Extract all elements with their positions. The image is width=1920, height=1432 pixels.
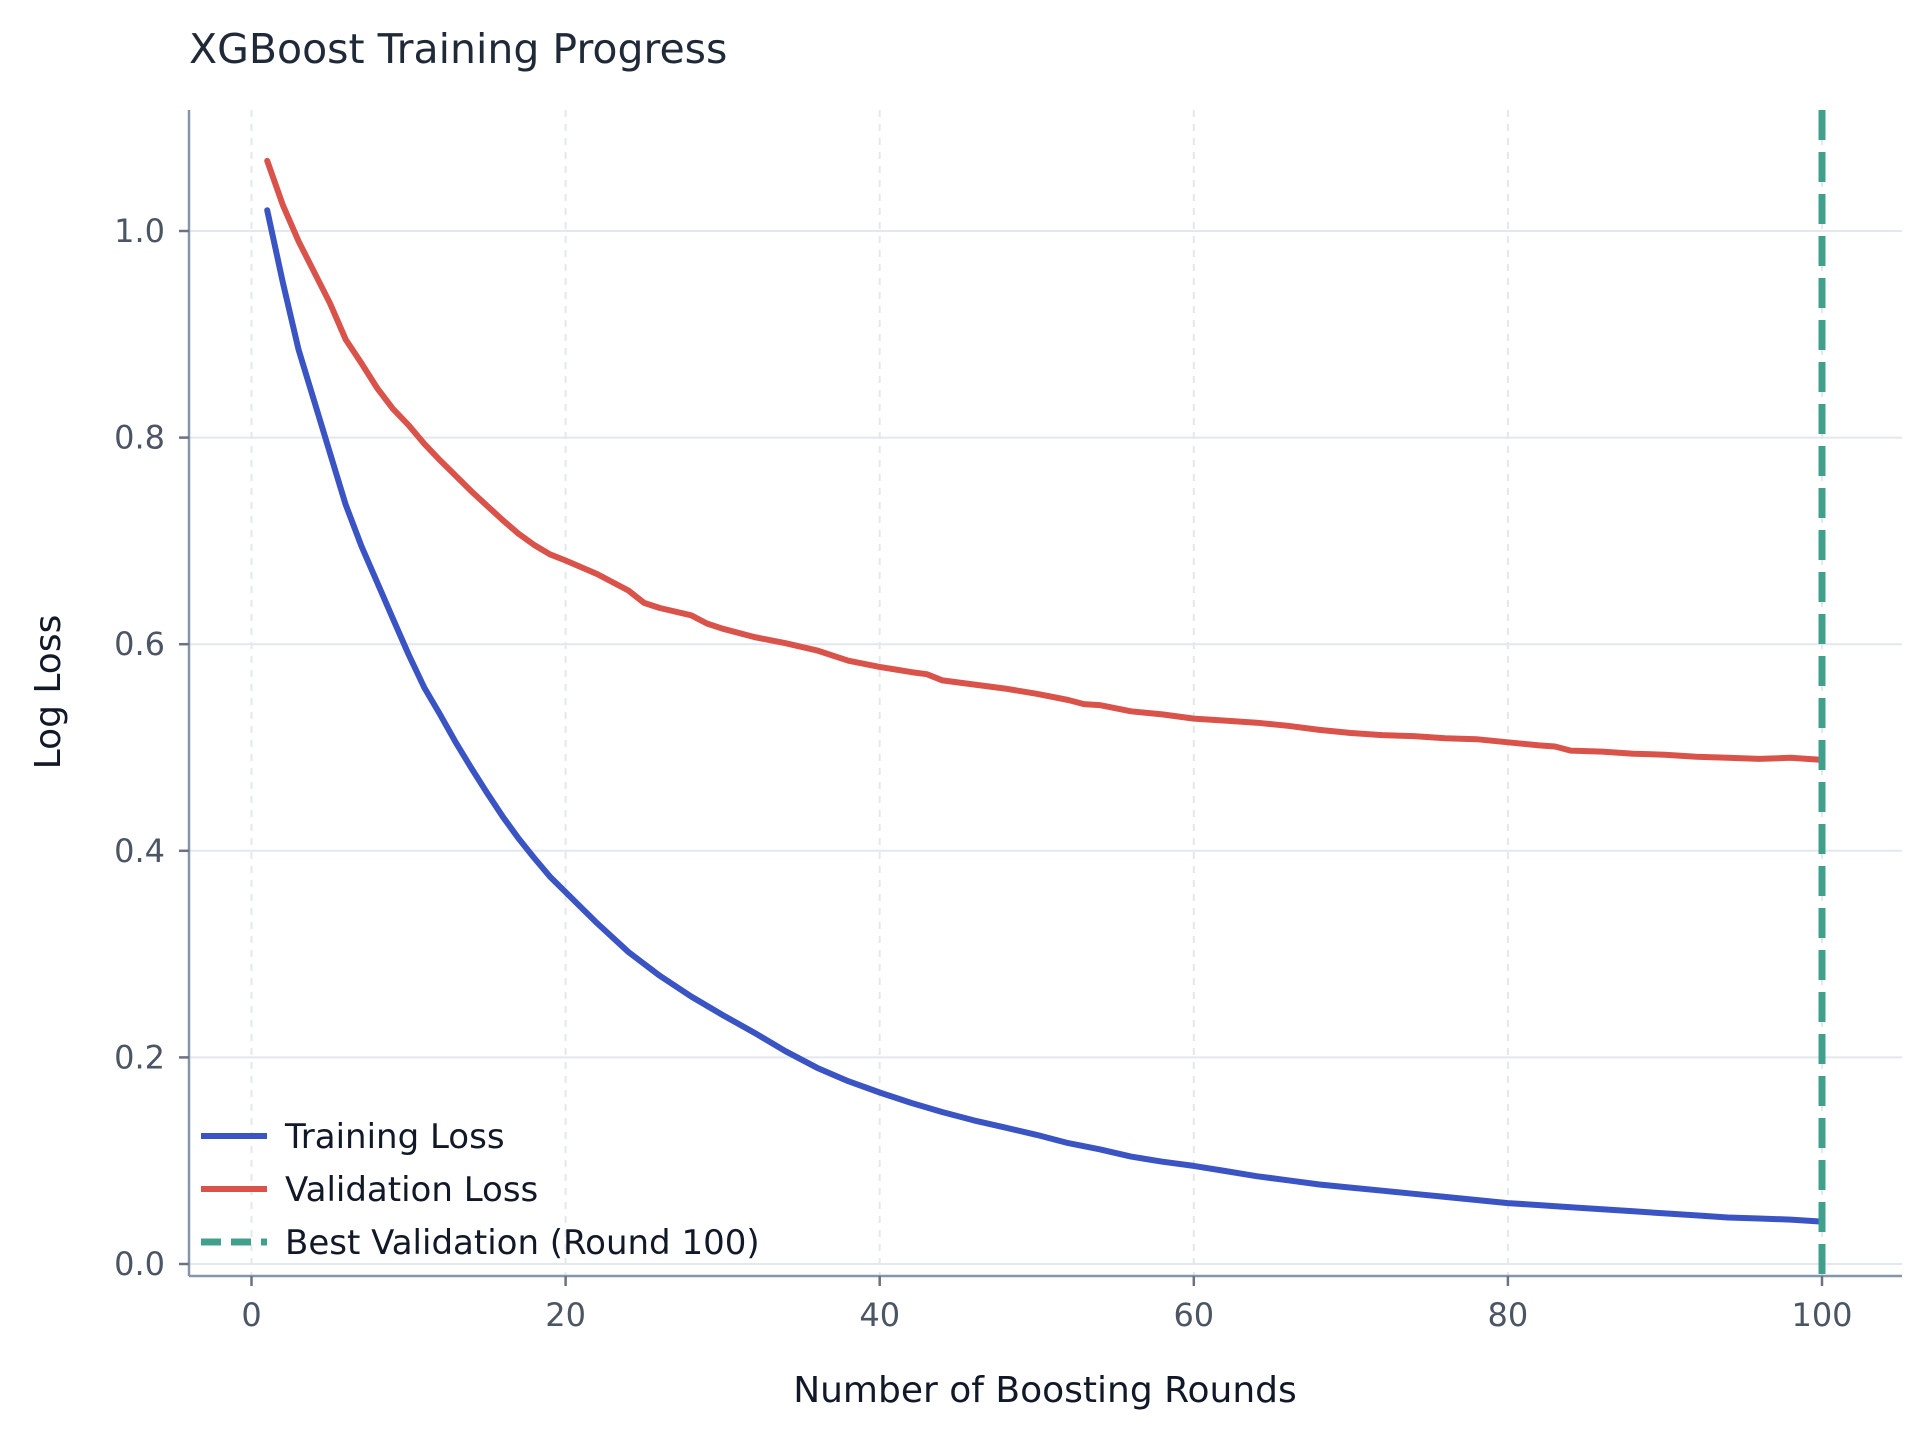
series-line-training-loss <box>264 207 1825 1225</box>
x-tick-label: 0 <box>241 1296 261 1334</box>
x-tick-label: 100 <box>1791 1296 1852 1334</box>
legend-label: Validation Loss <box>285 1170 538 1210</box>
x-tick-label: 20 <box>545 1296 586 1334</box>
series-lines <box>264 157 1825 1225</box>
y-tick-label: 0.4 <box>114 832 165 870</box>
y-tick-label: 0.2 <box>114 1038 165 1076</box>
y-tick-label: 1.0 <box>114 212 165 250</box>
x-tick-label: 40 <box>859 1296 900 1334</box>
x-tick-label: 80 <box>1488 1296 1529 1334</box>
y-tick-label: 0.0 <box>114 1245 165 1283</box>
legend-label: Best Validation (Round 100) <box>285 1223 760 1263</box>
tick-labels: 0.0 0.2 0.4 0.6 0.8 1.0 0 20 40 60 80 100 <box>114 212 1852 1334</box>
x-axis-label: Number of Boosting Rounds <box>793 1370 1297 1411</box>
legend-label: Training Loss <box>284 1117 505 1157</box>
series-line-validation-loss <box>264 157 1825 763</box>
grid-lines <box>189 110 1902 1276</box>
y-tick-label: 0.8 <box>114 419 165 457</box>
y-axis-label: Log Loss <box>28 615 69 770</box>
axes <box>179 110 1902 1286</box>
x-tick-label: 60 <box>1173 1296 1214 1334</box>
legend: Training Loss Validation Loss Best Validat… <box>201 1117 760 1263</box>
y-tick-label: 0.6 <box>114 625 165 663</box>
chart-title: XGBoost Training Progress <box>189 25 727 73</box>
